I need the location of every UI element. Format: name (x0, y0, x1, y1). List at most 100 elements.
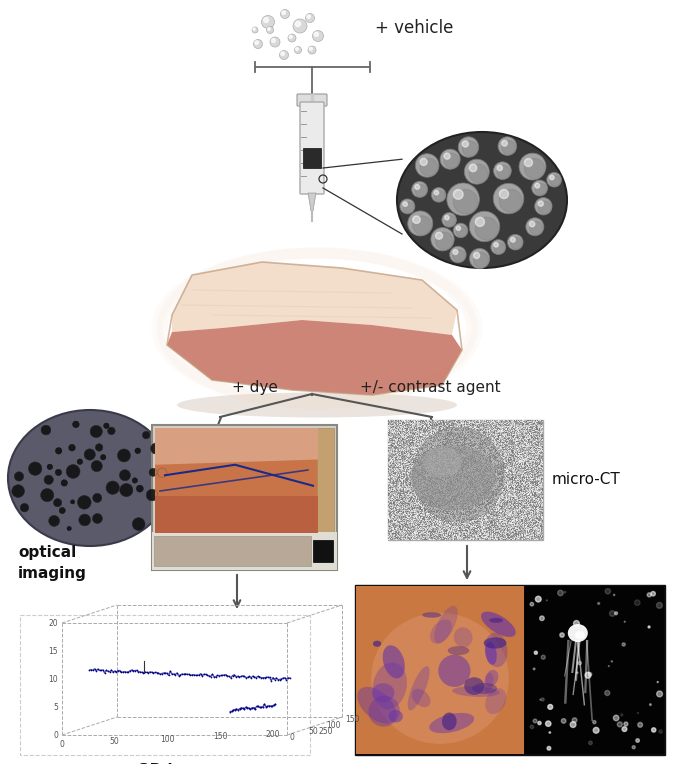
Ellipse shape (408, 666, 429, 711)
Circle shape (108, 427, 115, 435)
Point (170, 668, 181, 681)
Circle shape (469, 211, 500, 241)
Point (265, 700, 276, 712)
Circle shape (611, 661, 612, 662)
Circle shape (475, 217, 498, 240)
Circle shape (469, 248, 490, 269)
Circle shape (66, 465, 80, 478)
Ellipse shape (454, 627, 473, 648)
Circle shape (297, 23, 306, 31)
Circle shape (308, 16, 314, 21)
Circle shape (453, 189, 477, 214)
Point (138, 666, 149, 678)
Point (234, 671, 245, 683)
Circle shape (290, 37, 295, 41)
Circle shape (621, 714, 623, 716)
Circle shape (613, 715, 619, 720)
Point (175, 668, 186, 681)
Circle shape (538, 201, 543, 206)
Ellipse shape (568, 624, 588, 642)
Point (190, 669, 201, 681)
Point (165, 665, 176, 677)
Text: 10: 10 (49, 675, 58, 684)
Point (270, 698, 281, 711)
Ellipse shape (388, 710, 403, 723)
Point (162, 667, 173, 679)
Bar (356, 586, 524, 754)
Point (88, 664, 99, 676)
Circle shape (547, 173, 562, 187)
Circle shape (573, 620, 580, 626)
Point (86, 663, 97, 675)
Point (236, 702, 247, 714)
Circle shape (550, 175, 561, 186)
Ellipse shape (358, 687, 397, 724)
Circle shape (442, 212, 456, 227)
Circle shape (530, 222, 543, 235)
Bar (355, 585, 665, 755)
Circle shape (656, 603, 662, 608)
Circle shape (534, 651, 538, 654)
Text: 20: 20 (49, 619, 58, 627)
Point (237, 670, 248, 682)
Point (247, 702, 258, 714)
Circle shape (59, 507, 65, 513)
Point (119, 665, 130, 678)
Point (149, 666, 160, 678)
Point (284, 672, 295, 684)
Circle shape (649, 704, 651, 705)
Circle shape (499, 189, 508, 199)
Circle shape (92, 494, 102, 503)
Point (281, 674, 292, 686)
Point (247, 670, 258, 682)
Circle shape (617, 722, 623, 727)
Point (274, 673, 285, 685)
Circle shape (415, 154, 439, 177)
Text: 5: 5 (53, 703, 58, 711)
Text: + vehicle: + vehicle (375, 19, 453, 37)
Point (237, 702, 248, 714)
Point (202, 669, 213, 681)
Circle shape (510, 238, 522, 249)
Circle shape (585, 672, 591, 678)
Point (219, 668, 229, 681)
Point (239, 670, 250, 682)
Circle shape (445, 215, 449, 220)
Circle shape (415, 185, 427, 196)
Circle shape (432, 188, 446, 202)
Point (264, 700, 275, 712)
Point (111, 666, 122, 678)
Circle shape (162, 458, 166, 463)
Circle shape (68, 445, 75, 451)
Circle shape (614, 612, 617, 615)
Text: 100: 100 (160, 735, 175, 744)
Circle shape (434, 190, 445, 202)
Circle shape (525, 158, 545, 179)
Circle shape (252, 27, 258, 33)
Circle shape (576, 672, 578, 674)
Point (254, 671, 265, 683)
Ellipse shape (485, 633, 508, 667)
Circle shape (283, 12, 288, 18)
Circle shape (533, 668, 535, 670)
Circle shape (280, 9, 290, 18)
Circle shape (307, 15, 310, 18)
Point (103, 665, 114, 678)
Circle shape (659, 730, 662, 733)
Point (155, 668, 166, 681)
Circle shape (494, 243, 498, 247)
Point (187, 668, 198, 681)
Point (258, 701, 269, 713)
Point (106, 664, 117, 676)
Point (256, 672, 266, 684)
Ellipse shape (177, 393, 457, 417)
Ellipse shape (369, 696, 400, 727)
Circle shape (253, 28, 256, 31)
Circle shape (498, 137, 516, 155)
Circle shape (494, 243, 505, 254)
Point (160, 667, 171, 679)
Circle shape (92, 513, 102, 523)
Ellipse shape (484, 637, 506, 649)
Circle shape (415, 185, 420, 189)
Point (264, 672, 275, 684)
